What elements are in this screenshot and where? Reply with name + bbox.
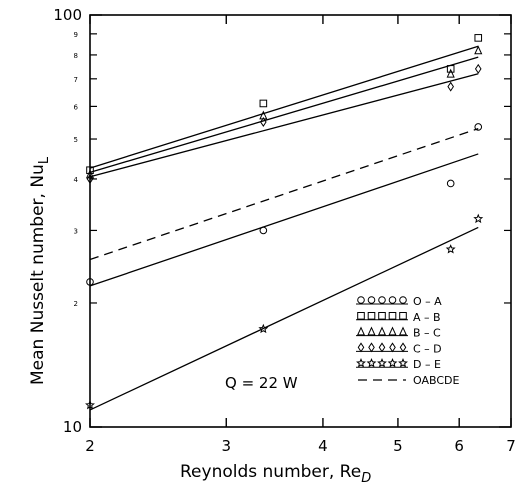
series-5-fit-line [89, 226, 479, 411]
series-1-fit-line [89, 153, 479, 287]
series-1-point [86, 278, 94, 286]
series-3-point [474, 45, 483, 55]
series-4-fit-line [89, 73, 479, 178]
series-4-point [474, 63, 482, 74]
series-5 [85, 213, 484, 411]
legend-label: A – B [413, 311, 441, 324]
y-major-tick-label: 10 [63, 418, 82, 436]
legend-marker [367, 312, 376, 320]
y-minor-tick-label: 2 [74, 300, 78, 308]
y-minor-tick-label: 6 [74, 103, 79, 111]
legend-marker [389, 342, 396, 353]
legend-marker [378, 312, 386, 320]
series-layer [85, 34, 484, 411]
x-tick-label: 6 [454, 437, 464, 455]
legend-marker [356, 326, 366, 336]
legend-marker [356, 357, 366, 368]
series-3-point [446, 68, 455, 78]
series-2-point [86, 166, 94, 175]
y-minor-tick-label: 8 [74, 52, 78, 60]
legend-item: C – D [356, 342, 442, 355]
legend-marker [388, 312, 397, 320]
x-tick-label: 7 [506, 437, 516, 455]
series-4 [86, 63, 482, 184]
y-minor-tick-label: 9 [74, 31, 78, 39]
series-2-point [474, 34, 483, 42]
legend-label: O – A [413, 295, 442, 308]
legend-marker [367, 326, 376, 336]
legend-marker [399, 312, 407, 320]
legend-marker [357, 312, 365, 320]
series-5-point [85, 399, 95, 410]
series-1 [86, 123, 483, 287]
legend-label: D – E [413, 358, 441, 371]
legend-label: C – D [413, 342, 442, 355]
series-6-fit-line [89, 127, 479, 261]
legend-marker [399, 342, 407, 353]
series-1-point [259, 226, 268, 235]
series-5-point [445, 244, 456, 254]
y-axis-title: Mean Nusselt number, NuL [28, 156, 52, 385]
legend-marker [387, 357, 398, 368]
legend-marker [377, 357, 387, 368]
legend-marker [367, 296, 376, 304]
x-tick-label: 2 [85, 437, 95, 455]
legend-item: A – B [356, 311, 441, 324]
series-5-point [258, 323, 269, 334]
legend-label: B – C [413, 327, 441, 340]
x-axis-title: Reynolds number, ReD [180, 462, 371, 486]
series-4-point [260, 116, 267, 127]
legend-marker [378, 296, 386, 304]
series-3-point [85, 169, 95, 179]
legend: O – A A – B B – C C – D D – E OABCDE [356, 295, 459, 387]
legend-item: OABCDE [358, 374, 459, 387]
x-tick-label: 4 [318, 437, 328, 455]
series-2-fit-line [89, 45, 479, 169]
series-3 [85, 45, 483, 179]
y-minor-tick-label: 4 [74, 176, 79, 184]
legend-label: OABCDE [413, 374, 459, 387]
series-5-point [473, 213, 484, 224]
legend-marker [378, 342, 386, 353]
legend-item: D – E [356, 357, 441, 371]
y-minor-tick-label: 7 [74, 76, 78, 84]
legend-marker [368, 342, 375, 353]
legend-marker [399, 296, 407, 304]
annotation-text: Q = 22 W [225, 374, 298, 392]
axes: 2 3 4 5 6 7 10 100 2 3 4 5 6 7 8 9 [53, 6, 515, 455]
x-tick-label: 3 [221, 437, 231, 455]
x-tick-label: 5 [393, 437, 403, 455]
y-minor-tick-label: 3 [74, 227, 78, 235]
legend-marker [388, 326, 397, 336]
legend-marker [357, 296, 365, 304]
series-2-point [259, 99, 268, 108]
legend-marker [366, 357, 377, 368]
series-3-point [259, 110, 268, 120]
legend-marker [398, 326, 408, 336]
legend-item: B – C [356, 326, 441, 340]
y-major-tick-label: 100 [53, 6, 82, 24]
legend-item: O – A [356, 295, 442, 308]
series-3-fit-line [89, 56, 479, 173]
y-minor-tick-label: 5 [74, 136, 78, 144]
legend-marker [398, 357, 408, 368]
plot-frame [89, 14, 512, 428]
series-4-point [86, 173, 94, 184]
series-6 [89, 127, 479, 261]
legend-marker [388, 296, 397, 304]
series-1-point [446, 179, 455, 188]
legend-marker [377, 326, 387, 336]
series-4-point [447, 81, 454, 92]
series-2 [86, 34, 483, 175]
legend-marker [357, 342, 365, 353]
series-1-point [474, 123, 483, 131]
